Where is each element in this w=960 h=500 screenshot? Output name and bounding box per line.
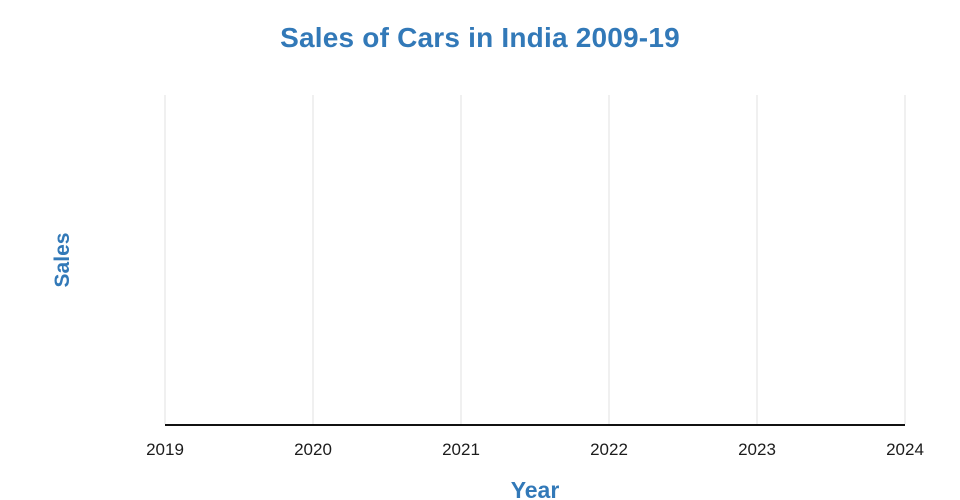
plot-area [164, 95, 906, 426]
gridline [460, 95, 462, 424]
x-axis-label: Year [510, 477, 560, 500]
x-tick-label: 2024 [886, 440, 924, 459]
gridline [756, 95, 758, 424]
y-axis-label: Sales [51, 232, 74, 288]
x-tick-label: 2020 [294, 440, 332, 459]
gridline [164, 95, 166, 424]
x-tick-label: 2023 [738, 440, 776, 459]
gridline [608, 95, 610, 424]
x-tick-label: 2022 [590, 440, 628, 459]
gridline [312, 95, 314, 424]
chart-title: Sales of Cars in India 2009-19 [280, 22, 680, 53]
x-tick-labels: 2019 2020 2021 2022 2023 2024 [146, 440, 924, 462]
x-tick-label: 2021 [442, 440, 480, 459]
x-tick-label: 2019 [146, 440, 184, 459]
gridline [904, 95, 906, 424]
